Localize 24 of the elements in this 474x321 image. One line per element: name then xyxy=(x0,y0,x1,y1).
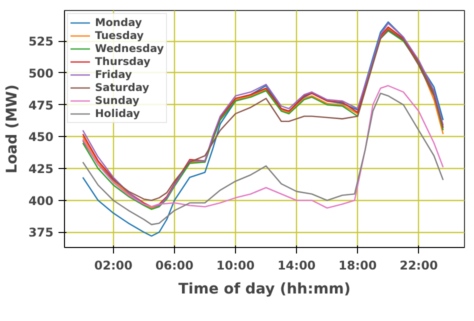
x-tick-label: 02:00 xyxy=(94,258,132,272)
x-tick-label: 14:00 xyxy=(277,258,316,272)
y-tick-label: 400 xyxy=(28,194,54,208)
x-tick-label: 06:00 xyxy=(155,258,194,272)
y-tick-label: 525 xyxy=(28,34,54,49)
line-series xyxy=(82,92,444,226)
y-axis-title: Load (MW) xyxy=(3,84,20,174)
x-tick-label: 10:00 xyxy=(216,258,255,272)
y-tick-label: 500 xyxy=(28,66,54,80)
x-tick-label: 18:00 xyxy=(338,258,377,272)
y-tick-label: 375 xyxy=(28,226,54,240)
legend-label: Wednesday xyxy=(95,42,164,55)
legend-label: Monday xyxy=(95,16,142,29)
legend-label: Friday xyxy=(95,68,132,81)
legend-label: Thursday xyxy=(95,55,150,68)
legend-label: Saturday xyxy=(95,81,150,94)
legend-label: Sunday xyxy=(95,94,140,107)
x-axis-title: Time of day (hh:mm) xyxy=(178,280,351,298)
legend-label: Tuesday xyxy=(95,29,144,42)
legend-label: Holiday xyxy=(95,107,140,120)
x-tick-label: 22:00 xyxy=(400,258,438,272)
y-tick-label: 425 xyxy=(28,162,54,176)
y-tick-label: 475 xyxy=(28,98,54,112)
y-tick-label: 450 xyxy=(28,130,54,144)
